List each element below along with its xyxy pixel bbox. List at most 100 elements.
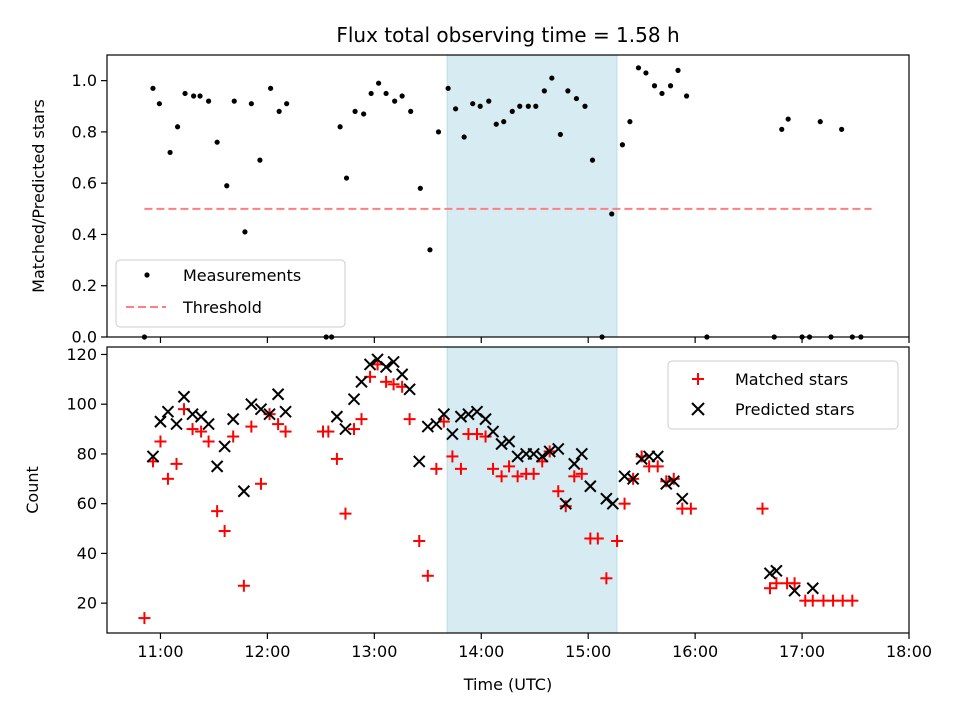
measurement-point — [156, 101, 162, 107]
measurement-point — [589, 157, 596, 163]
matched-stars-point — [202, 435, 215, 448]
matched-stars-point — [527, 467, 540, 480]
measurement-point — [242, 229, 248, 235]
predicted-stars-point — [788, 584, 801, 597]
measurement-point — [167, 149, 173, 156]
measurement-point — [408, 108, 414, 114]
matched-stars-point — [330, 452, 343, 465]
matched-stars-point — [403, 413, 416, 426]
top-y-ticks: 0.0 0.2 0.4 0.6 0.8 1.0 — [72, 71, 107, 347]
measurement-point — [779, 126, 785, 132]
top-y-tick-label: 0.6 — [72, 174, 97, 193]
predicted-stars-point — [154, 415, 167, 428]
measurement-point — [383, 90, 389, 97]
matched-stars-point — [218, 525, 231, 538]
predicted-stars-point — [446, 427, 459, 441]
matched-stars-point — [227, 430, 240, 443]
matched-stars-point — [355, 413, 368, 426]
predicted-stars-point — [462, 407, 475, 421]
matched-stars-point — [322, 425, 335, 438]
top-panel: 0.0 0.2 0.4 0.6 0.8 1.0 Matched/Predicted sta… — [29, 54, 910, 347]
measurement-point — [509, 108, 515, 114]
measurement-point — [517, 103, 523, 109]
matched-stars-point — [170, 457, 183, 470]
predicted-stars-point — [511, 450, 524, 463]
bottom-x-tick-label: 11:00 — [137, 642, 183, 661]
measurement-point — [501, 119, 507, 125]
bottom-x-tick-label: 17:00 — [779, 642, 825, 661]
predicted-stars-point — [177, 390, 191, 403]
legend-matched-marker — [692, 373, 704, 385]
matched-stars-point — [161, 472, 174, 485]
predicted-stars-point — [618, 470, 631, 483]
matched-stars-point — [651, 460, 664, 473]
predicted-stars-point — [430, 417, 443, 431]
measurement-point — [276, 108, 282, 114]
measurement-point — [224, 183, 230, 189]
matched-stars-point — [195, 425, 208, 438]
predicted-stars-point — [626, 472, 640, 486]
predicted-stars-point — [339, 422, 352, 436]
predicted-stars-point — [575, 447, 588, 461]
matched-stars-point — [495, 470, 508, 483]
measurement-point — [343, 175, 350, 181]
top-legend: Measurements Threshold — [115, 259, 346, 328]
predicted-stars-point — [355, 375, 368, 389]
bottom-y-tick-label: 20 — [77, 594, 97, 613]
matched-stars-point — [454, 462, 467, 475]
measurement-point — [268, 85, 274, 91]
top-observing-span — [446, 54, 618, 338]
predicted-stars-point — [763, 567, 777, 580]
measurement-point — [257, 157, 263, 163]
legend-predicted-label: Predicted stars — [735, 400, 855, 419]
matched-stars-point — [846, 594, 859, 607]
measurement-point — [619, 142, 626, 148]
bottom-observing-span — [446, 346, 618, 634]
predicted-stars-point — [210, 460, 224, 473]
matched-stars-point — [186, 423, 199, 436]
predicted-stars-point — [403, 383, 416, 396]
matched-stars-point — [763, 582, 776, 595]
bottom-x-ticks: 11:00 12:00 13:00 14:00 15:00 16:00 17:00 18:00 — [137, 633, 932, 661]
predicted-stars-point — [347, 393, 361, 406]
matched-stars-point — [254, 477, 267, 490]
predicted-stars-point — [667, 475, 680, 488]
measurement-point — [470, 101, 476, 107]
measurement-point — [533, 103, 539, 109]
bottom-y-tick-label: 120 — [66, 345, 97, 364]
predicted-stars-point — [584, 480, 597, 493]
bottom-x-tick-label: 15:00 — [565, 642, 611, 661]
measurement-point — [197, 93, 203, 99]
measurement-point — [427, 247, 433, 253]
measurement-point — [231, 98, 237, 104]
top-plot-title: Flux total observing time = 1.58 h — [336, 23, 679, 47]
predicted-stars-point — [363, 358, 377, 371]
matched-stars-point — [618, 497, 631, 510]
predicted-stars-point — [202, 417, 215, 431]
measurement-point — [627, 119, 633, 125]
predicted-stars-point — [279, 405, 292, 418]
bottom-y-tick-label: 60 — [77, 494, 97, 513]
measurement-point — [651, 83, 658, 89]
measurement-point — [675, 67, 681, 73]
matched-stars-point — [446, 450, 459, 463]
bottom-y-tick-label: 100 — [66, 395, 97, 414]
bottom-x-tick-label: 14:00 — [458, 642, 504, 661]
measurement-point — [248, 101, 254, 107]
predicted-stars-point — [437, 407, 451, 421]
measurement-point — [453, 106, 459, 112]
predicted-stars-point — [254, 402, 268, 416]
measurement-point — [486, 98, 492, 104]
measurement-point — [839, 126, 845, 132]
measurement-point — [525, 103, 531, 109]
bottom-y-tick-label: 80 — [77, 444, 97, 463]
matched-stars-point — [430, 462, 443, 475]
predicted-stars-point — [502, 435, 516, 448]
predicted-stars-point — [552, 442, 565, 456]
matched-stars-point — [511, 470, 524, 483]
bottom-x-axis-label: Time (UTC) — [463, 675, 552, 694]
matched-stars-point — [380, 375, 393, 388]
measurement-point — [549, 75, 555, 81]
bottom-panel: 20 40 60 80 100 120 11:00 12:00 13:00 14:00 15:00… — [23, 345, 932, 694]
measurement-point — [352, 108, 358, 114]
